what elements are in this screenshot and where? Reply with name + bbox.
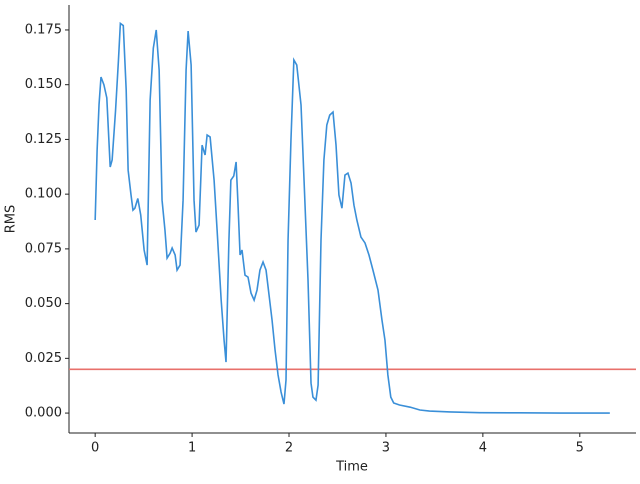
x-axis-label: Time	[335, 460, 368, 475]
y-tick-label: 0.025	[25, 351, 62, 366]
x-tick-label: 2	[285, 441, 293, 456]
y-tick-label: 0.075	[25, 241, 62, 256]
y-tick-label: 0.050	[25, 296, 62, 311]
y-tick-label: 0.100	[25, 187, 62, 202]
x-tick-label: 4	[479, 441, 487, 456]
data-line	[94, 21, 610, 414]
x-tick-label: 5	[576, 441, 584, 456]
y-tick-label: 0.125	[25, 132, 62, 147]
x-tick-label: 3	[382, 441, 390, 456]
x-tick-label: 1	[188, 441, 196, 456]
y-tick-label: 0.000	[25, 406, 62, 421]
y-tick-label: 0.175	[25, 22, 62, 37]
y-axis-label: RMS	[4, 205, 19, 234]
x-tick-label: 0	[91, 441, 99, 456]
y-tick-label: 0.150	[25, 77, 62, 92]
